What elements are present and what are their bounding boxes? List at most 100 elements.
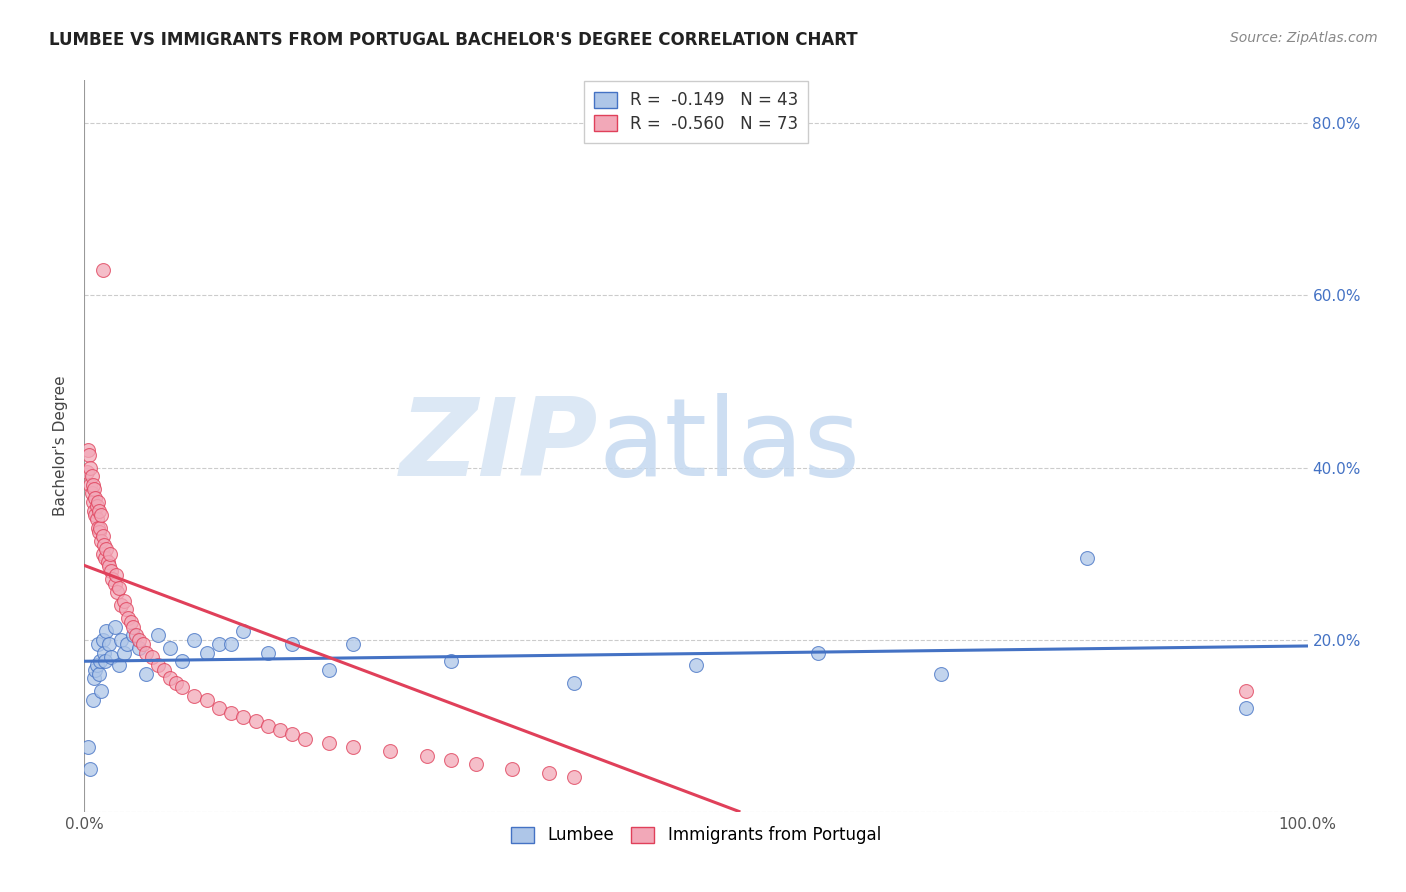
Point	[82, 495, 104, 509]
Point	[128, 632, 150, 647]
Point	[929, 667, 952, 681]
Point	[100, 564, 122, 578]
Point	[159, 641, 181, 656]
Point	[90, 508, 112, 522]
Point	[86, 658, 108, 673]
Point	[257, 646, 280, 660]
Point	[84, 491, 107, 505]
Point	[87, 524, 110, 539]
Text: ZIP: ZIP	[399, 393, 598, 499]
Point	[416, 748, 439, 763]
Point	[79, 477, 101, 491]
Point	[128, 641, 150, 656]
Point	[132, 637, 155, 651]
Point	[80, 469, 103, 483]
Point	[89, 521, 111, 535]
Point	[82, 693, 104, 707]
Point	[122, 620, 145, 634]
Point	[97, 555, 120, 569]
Point	[87, 637, 110, 651]
Point	[104, 576, 127, 591]
Point	[502, 762, 524, 776]
Point	[86, 500, 108, 514]
Point	[93, 538, 115, 552]
Point	[245, 714, 267, 729]
Point	[195, 646, 218, 660]
Point	[101, 573, 124, 587]
Point	[172, 680, 194, 694]
Point	[86, 512, 108, 526]
Point	[146, 658, 169, 673]
Point	[105, 585, 128, 599]
Point	[117, 611, 139, 625]
Point	[110, 598, 132, 612]
Point	[115, 637, 138, 651]
Point	[257, 719, 280, 733]
Point	[141, 649, 163, 664]
Point	[87, 495, 110, 509]
Point	[94, 550, 117, 565]
Point	[318, 736, 340, 750]
Point	[219, 706, 242, 720]
Point	[100, 649, 122, 664]
Legend: Lumbee, Immigrants from Portugal: Lumbee, Immigrants from Portugal	[505, 820, 887, 851]
Point	[91, 529, 114, 543]
Point	[183, 689, 205, 703]
Point	[165, 675, 187, 690]
Point	[90, 533, 112, 548]
Point	[440, 654, 463, 668]
Point	[318, 663, 340, 677]
Point	[159, 671, 181, 685]
Point	[77, 448, 100, 462]
Point	[153, 663, 176, 677]
Text: Source: ZipAtlas.com: Source: ZipAtlas.com	[1230, 31, 1378, 45]
Point	[80, 486, 103, 500]
Point	[98, 547, 121, 561]
Point	[135, 646, 157, 660]
Point	[122, 628, 145, 642]
Point	[89, 654, 111, 668]
Point	[77, 443, 100, 458]
Point	[208, 701, 231, 715]
Point	[183, 632, 205, 647]
Point	[269, 723, 291, 737]
Point	[91, 262, 114, 277]
Point	[83, 503, 105, 517]
Point	[105, 568, 128, 582]
Point	[120, 615, 142, 630]
Point	[195, 693, 218, 707]
Point	[97, 637, 120, 651]
Point	[90, 684, 112, 698]
Point	[79, 762, 101, 776]
Point	[232, 710, 254, 724]
Point	[807, 646, 830, 660]
Point	[1236, 684, 1258, 698]
Point	[87, 521, 110, 535]
Point	[146, 628, 169, 642]
Point	[281, 637, 304, 651]
Point	[685, 658, 707, 673]
Point	[440, 753, 463, 767]
Point	[1076, 550, 1098, 565]
Point	[172, 654, 194, 668]
Point	[83, 671, 105, 685]
Point	[115, 602, 138, 616]
Point	[219, 637, 242, 651]
Text: LUMBEE VS IMMIGRANTS FROM PORTUGAL BACHELOR'S DEGREE CORRELATION CHART: LUMBEE VS IMMIGRANTS FROM PORTUGAL BACHE…	[49, 31, 858, 49]
Point	[232, 624, 254, 638]
Point	[464, 757, 486, 772]
Point	[82, 477, 104, 491]
Point	[342, 637, 364, 651]
Point	[342, 740, 364, 755]
Point	[294, 731, 316, 746]
Point	[107, 581, 129, 595]
Point	[208, 637, 231, 651]
Point	[83, 482, 105, 496]
Y-axis label: Bachelor's Degree: Bachelor's Degree	[53, 376, 69, 516]
Point	[77, 740, 100, 755]
Point	[110, 632, 132, 647]
Point	[97, 559, 120, 574]
Point	[104, 620, 127, 634]
Point	[91, 632, 114, 647]
Point	[112, 594, 135, 608]
